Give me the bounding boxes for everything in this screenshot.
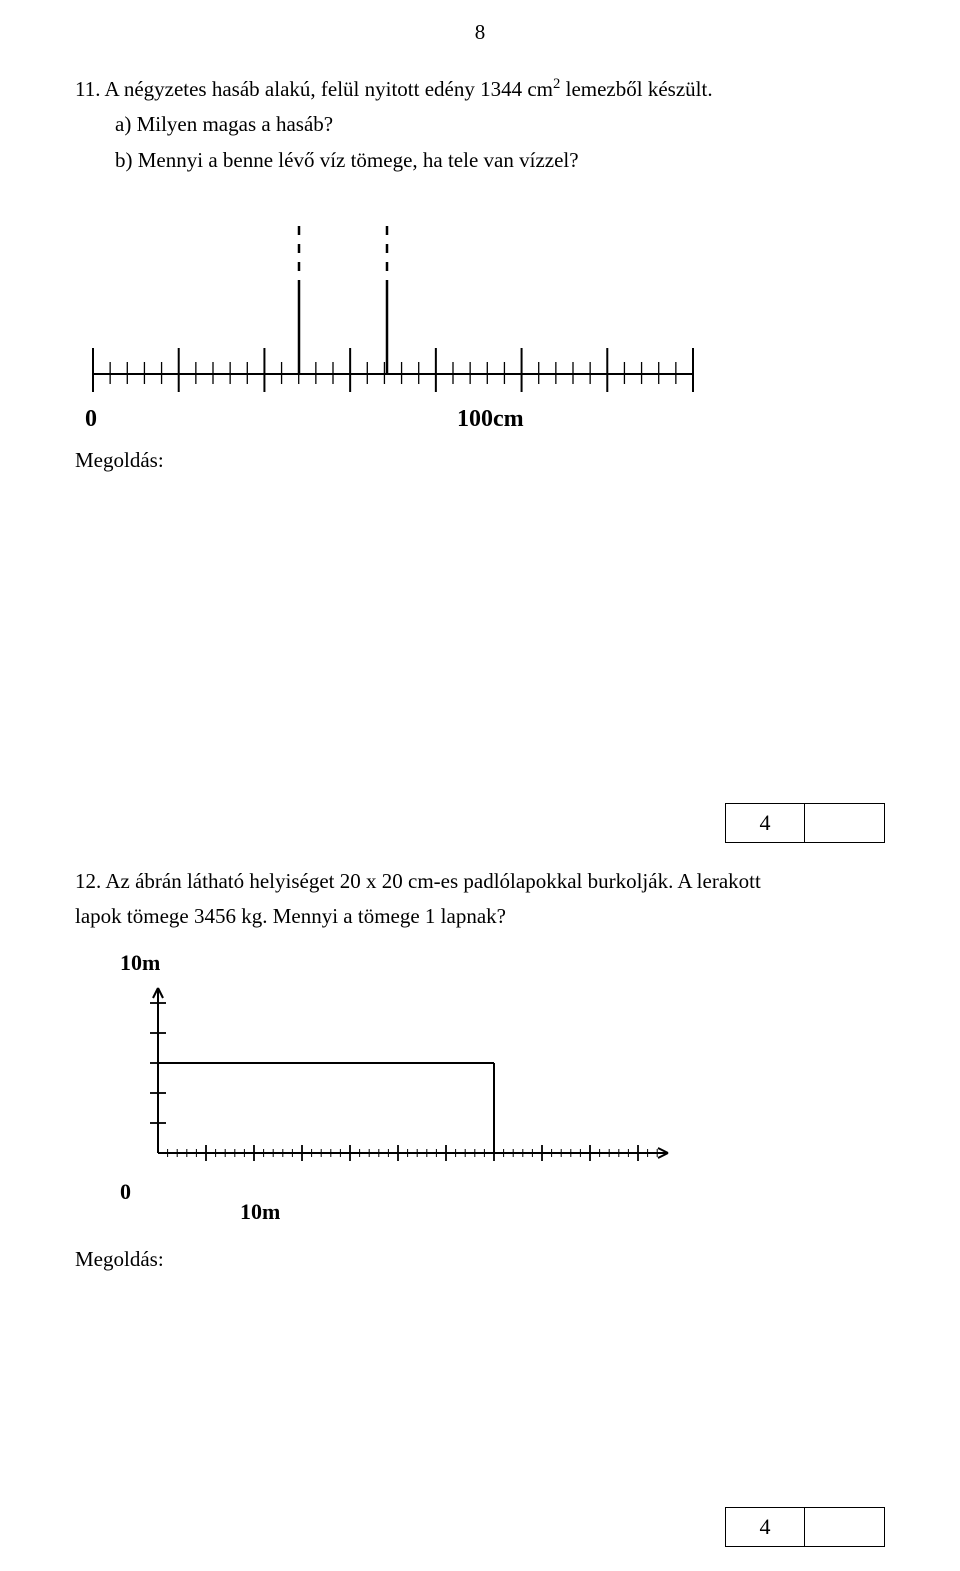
solution-label-1: Megoldás: (75, 448, 885, 473)
ruler-svg (75, 199, 705, 394)
solution-label-2: Megoldás: (75, 1247, 885, 1272)
problem-11-line-2: a) Milyen magas a hasáb? (75, 111, 885, 138)
score-value-1: 4 (726, 804, 805, 842)
text-part: 11. A négyzetes hasáb alakú, felül nyito… (75, 77, 553, 101)
score-box-1: 4 (725, 803, 885, 843)
score-box-2: 4 (725, 1507, 885, 1547)
room-svg (120, 978, 720, 1173)
ruler-diagram: 0 100cm (75, 199, 885, 433)
problem-12-line-1: 12. Az ábrán látható helyiséget 20 x 20 … (75, 868, 885, 895)
ruler-hundred-label: 100cm (457, 406, 524, 433)
room-x-label: 10m (240, 1199, 280, 1225)
problem-12-line-2: lapok tömege 3456 kg. Mennyi a tömege 1 … (75, 903, 885, 930)
score-blank-2 (805, 1508, 884, 1546)
room-y-label: 10m (120, 950, 885, 976)
page-number: 8 (75, 20, 885, 45)
score-blank-1 (805, 804, 884, 842)
problem-11-line-3: b) Mennyi a benne lévő víz tömege, ha te… (75, 147, 885, 174)
room-diagram: 10m 0 10m (120, 950, 885, 1225)
score-value-2: 4 (726, 1508, 805, 1546)
text-part: lemezből készült. (560, 77, 712, 101)
ruler-zero-label: 0 (85, 406, 97, 433)
room-zero-label: 0 (120, 1179, 155, 1205)
problem-11-line-1: 11. A négyzetes hasáb alakú, felül nyito… (75, 75, 885, 103)
